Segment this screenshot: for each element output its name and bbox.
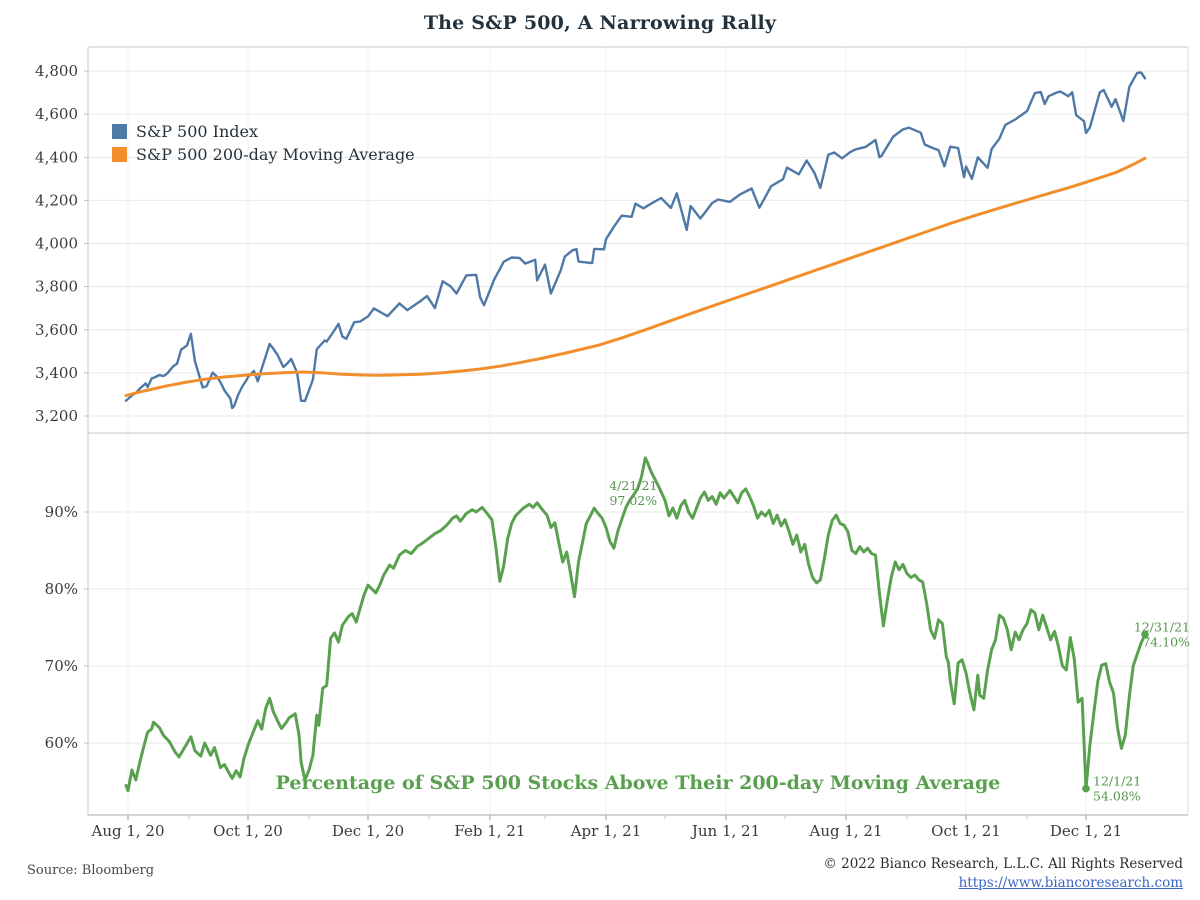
y-axis-label: 3,200 bbox=[35, 407, 78, 425]
y-axis-label: 4,400 bbox=[35, 148, 78, 166]
data-point-dot-end bbox=[1141, 630, 1149, 639]
x-axis-label: Dec 1, 20 bbox=[332, 822, 404, 840]
x-axis-label: Aug 1, 20 bbox=[90, 822, 164, 840]
y-axis-label: 3,800 bbox=[35, 278, 78, 296]
y-axis-label: 4,000 bbox=[35, 235, 78, 253]
breadth-panel-title: Percentage of S&P 500 Stocks Above Their… bbox=[275, 772, 1001, 794]
moving-average-swatch-icon bbox=[112, 147, 127, 162]
y-axis-label: 80% bbox=[45, 580, 78, 598]
x-axis-label: Feb 1, 21 bbox=[454, 822, 525, 840]
x-axis-label: Apr 1, 21 bbox=[570, 822, 642, 840]
y-axis-label: 3,400 bbox=[35, 364, 78, 382]
sp500-index-line bbox=[124, 71, 1147, 410]
legend-label: S&P 500 200-day Moving Average bbox=[136, 145, 415, 164]
x-axis-label: Aug 1, 21 bbox=[808, 822, 882, 840]
pct-above-200dma-line bbox=[124, 456, 1147, 793]
annotation-low: 54.08% bbox=[1093, 789, 1141, 804]
biancoresearch-link[interactable]: https://www.biancoresearch.com bbox=[958, 875, 1183, 891]
legend-item-200dma: S&P 500 200-day Moving Average bbox=[112, 143, 415, 166]
annotation-end: 12/31/21 bbox=[1134, 619, 1190, 634]
annotation-peak: 97.02% bbox=[609, 493, 657, 508]
y-axis-label: 4,600 bbox=[35, 105, 78, 123]
x-axis-label: Dec 1, 21 bbox=[1050, 822, 1122, 840]
y-axis-label: 60% bbox=[45, 734, 78, 752]
y-axis-label: 70% bbox=[45, 657, 78, 675]
legend-item-sp500-index: S&P 500 Index bbox=[112, 120, 415, 143]
annotation-peak: 4/21/21 bbox=[609, 478, 657, 493]
sp500-200dma-line bbox=[124, 156, 1147, 397]
y-axis-label: 4,800 bbox=[35, 62, 78, 80]
sp500-index-swatch-icon bbox=[112, 124, 127, 139]
footer-credits: © 2022 Bianco Research, L.L.C. All Right… bbox=[823, 856, 1183, 892]
legend-label: S&P 500 Index bbox=[136, 122, 259, 141]
annotation-end: 74.10% bbox=[1142, 634, 1190, 649]
copyright-text: © 2022 Bianco Research, L.L.C. All Right… bbox=[823, 856, 1183, 872]
annotation-low: 12/1/21 bbox=[1093, 774, 1141, 789]
chart-legend: S&P 500 Index S&P 500 200-day Moving Ave… bbox=[112, 120, 415, 166]
x-axis-label: Jun 1, 21 bbox=[690, 822, 760, 840]
x-axis-label: Oct 1, 21 bbox=[931, 822, 1001, 840]
page-title: The S&P 500, A Narrowing Rally bbox=[423, 12, 777, 34]
source-note: Source: Bloomberg bbox=[27, 863, 155, 878]
y-axis-label: 90% bbox=[45, 503, 78, 521]
y-axis-label: 4,200 bbox=[35, 191, 78, 209]
data-point-dot-low bbox=[1082, 784, 1090, 793]
y-axis-label: 3,600 bbox=[35, 321, 78, 339]
x-axis-label: Oct 1, 20 bbox=[213, 822, 283, 840]
